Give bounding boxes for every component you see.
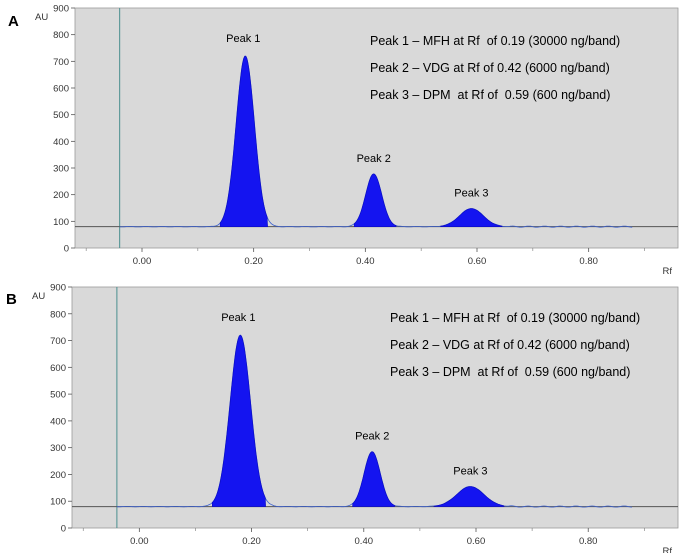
x-tick-label: 0.20 (242, 536, 261, 547)
x-tick-label: 0.00 (130, 536, 149, 547)
peak-2-label: Peak 2 (355, 431, 389, 443)
x-axis-label: Rf (663, 266, 673, 277)
peak-1-label: Peak 1 (226, 33, 260, 45)
chart-panel-b: B 0 100 200 300 400 500 600 700 800 900 AU 0.00 0.20 0… (6, 283, 679, 553)
peak-3-label: Peak 3 (454, 188, 488, 200)
x-tick-label: 0.40 (355, 536, 374, 547)
y-tick-label: 300 (50, 443, 66, 454)
chart-panel-a: A 0 100 200 300 400 500 600 700 800 900 AU 0.00 0.20 0… (8, 4, 679, 277)
annotation-line: Peak 1 – MFH at Rf of 0.19 (30000 ng/ban… (370, 34, 620, 48)
peak-2-area (353, 173, 397, 227)
peak-1-area (212, 334, 266, 507)
peak-3-area (433, 486, 505, 507)
annotation-line: Peak 1 – MFH at Rf of 0.19 (30000 ng/ban… (390, 311, 640, 325)
y-tick-label: 700 (53, 57, 69, 68)
y-tick-label: 400 (50, 416, 66, 427)
peak-1-label: Peak 1 (221, 312, 255, 324)
x-tick-label: 0.00 (133, 256, 152, 267)
y-tick-label: 900 (50, 283, 66, 294)
annotation-line: Peak 3 – DPM at Rf of 0.59 (600 ng/band) (390, 365, 630, 379)
annotation-line: Peak 2 – VDG at Rf of 0.42 (6000 ng/band… (370, 61, 610, 75)
y-tick-label: 300 (53, 164, 69, 175)
annotation-line: Peak 3 – DPM at Rf of 0.59 (600 ng/band) (370, 88, 610, 102)
peak-3-area (440, 208, 503, 227)
y-tick-label: 800 (50, 309, 66, 320)
y-axis-label: AU (32, 291, 45, 302)
annotation-line: Peak 2 – VDG at Rf of 0.42 (6000 ng/band… (390, 338, 630, 352)
y-tick-label: 200 (50, 470, 66, 481)
x-tick-label: 0.60 (468, 256, 487, 267)
panel-label: B (6, 291, 17, 308)
y-tick-label: 900 (53, 4, 69, 15)
panel-label: A (8, 13, 19, 30)
x-tick-label: 0.20 (244, 256, 263, 267)
y-tick-label: 0 (64, 244, 69, 255)
y-tick-label: 800 (53, 30, 69, 41)
y-tick-label: 100 (50, 497, 66, 508)
peak-2-area (352, 451, 395, 507)
y-tick-label: 600 (53, 84, 69, 95)
x-tick-label: 0.80 (579, 536, 598, 547)
y-tick-label: 0 (61, 524, 66, 535)
y-tick-label: 200 (53, 190, 69, 201)
y-tick-label: 400 (53, 137, 69, 148)
x-tick-label: 0.40 (356, 256, 375, 267)
x-axis-label: Rf (663, 546, 673, 553)
y-axis-label: AU (35, 12, 48, 23)
y-tick-label: 600 (50, 363, 66, 374)
x-tick-label: 0.80 (579, 256, 598, 267)
peak-1-area (219, 55, 268, 227)
peak-3-label: Peak 3 (453, 465, 487, 477)
y-tick-label: 100 (53, 217, 69, 228)
y-tick-label: 500 (50, 390, 66, 401)
peak-2-label: Peak 2 (357, 153, 391, 165)
x-tick-label: 0.60 (467, 536, 486, 547)
y-tick-label: 700 (50, 336, 66, 347)
y-tick-label: 500 (53, 110, 69, 121)
